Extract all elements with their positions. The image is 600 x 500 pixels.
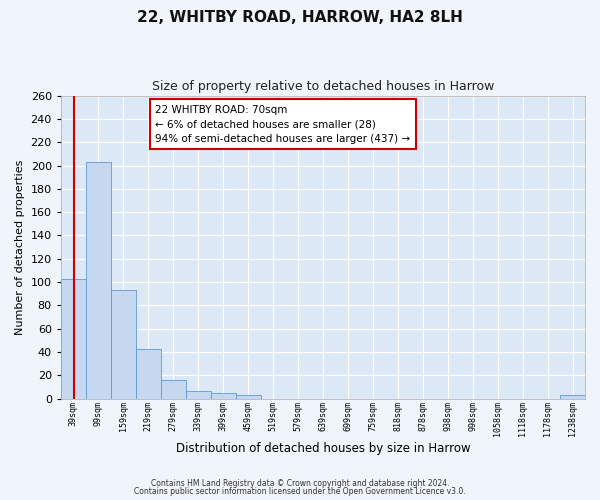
Title: Size of property relative to detached houses in Harrow: Size of property relative to detached ho… (152, 80, 494, 93)
Text: 22, WHITBY ROAD, HARROW, HA2 8LH: 22, WHITBY ROAD, HARROW, HA2 8LH (137, 10, 463, 25)
Bar (86, 162, 111, 398)
Bar (136, 348, 161, 399)
Bar (236, 395, 260, 398)
Text: Contains HM Land Registry data © Crown copyright and database right 2024.: Contains HM Land Registry data © Crown c… (151, 478, 449, 488)
Bar (211, 393, 236, 398)
Bar (161, 380, 185, 398)
Y-axis label: Number of detached properties: Number of detached properties (15, 160, 25, 335)
X-axis label: Distribution of detached houses by size in Harrow: Distribution of detached houses by size … (176, 442, 470, 455)
Text: 22 WHITBY ROAD: 70sqm
← 6% of detached houses are smaller (28)
94% of semi-detac: 22 WHITBY ROAD: 70sqm ← 6% of detached h… (155, 104, 410, 144)
Bar (111, 290, 136, 399)
Text: Contains public sector information licensed under the Open Government Licence v3: Contains public sector information licen… (134, 487, 466, 496)
Bar (185, 390, 211, 398)
Bar (560, 395, 585, 398)
Bar (61, 278, 86, 398)
